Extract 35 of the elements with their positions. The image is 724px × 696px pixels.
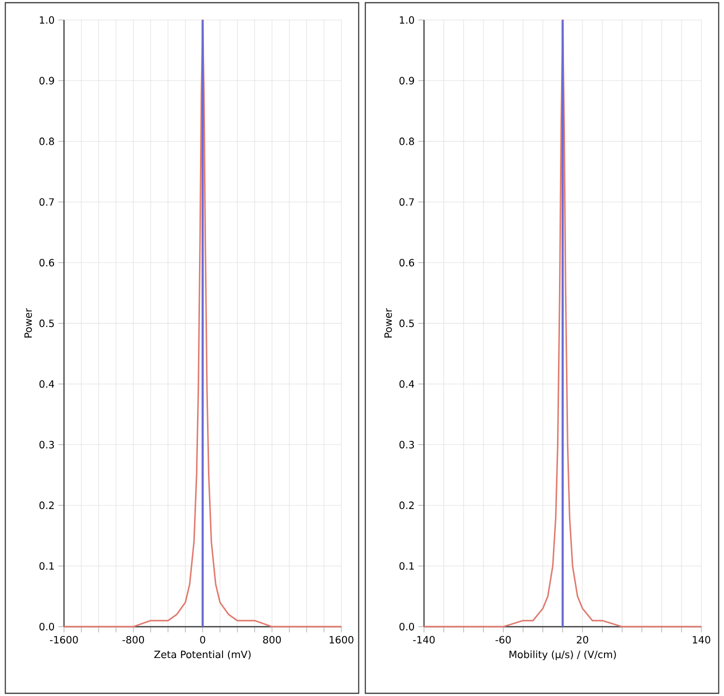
y-tick-label: 1.0 bbox=[400, 16, 414, 24]
y-tick-label: 0.4 bbox=[399, 380, 414, 388]
y-tick-label: 0.2 bbox=[39, 502, 54, 510]
y-tick-label: 0.2 bbox=[399, 502, 414, 510]
y-tick-label: 0.5 bbox=[399, 320, 414, 328]
y-tick-label: 1.0 bbox=[40, 16, 54, 24]
y-axis-title: Power bbox=[384, 308, 392, 338]
y-axis-title: Power bbox=[24, 308, 32, 338]
y-tick-label: 0.1 bbox=[399, 562, 414, 570]
y-tick-label: 0.0 bbox=[39, 622, 54, 630]
x-tick-label: 20 bbox=[576, 636, 588, 644]
x-tick-label: 800 bbox=[263, 636, 281, 644]
x-tick-label: 0 bbox=[200, 636, 206, 644]
x-tick-label: -800 bbox=[122, 636, 144, 644]
x-axis-title: Zeta Potential (mV) bbox=[154, 650, 251, 660]
x-tick-label: -1600 bbox=[50, 636, 78, 644]
y-tick-label: 0.6 bbox=[39, 258, 54, 266]
y-tick-label: 0.8 bbox=[39, 138, 54, 146]
y-tick-label: 0.1 bbox=[39, 562, 54, 570]
y-tick-label: 0.4 bbox=[39, 380, 54, 388]
y-tick-label: 0.7 bbox=[39, 198, 54, 206]
y-tick-label: 0.3 bbox=[39, 440, 54, 448]
y-tick-label: 0.9 bbox=[39, 76, 54, 84]
y-tick-label: 0.8 bbox=[399, 138, 414, 146]
y-tick-label: 0.0 bbox=[399, 622, 414, 630]
x-axis-title: Mobility (µ/s) / (V/cm) bbox=[510, 650, 616, 660]
x-tick-label: 140 bbox=[692, 636, 710, 644]
x-tick-label: -60 bbox=[496, 636, 511, 644]
y-tick-label: 0.9 bbox=[399, 76, 414, 84]
y-tick-label: 0.3 bbox=[399, 440, 414, 448]
x-tick-label: -140 bbox=[413, 636, 435, 644]
y-tick-label: 0.5 bbox=[39, 320, 54, 328]
y-tick-label: 0.7 bbox=[399, 198, 414, 206]
y-tick-label: 0.6 bbox=[399, 258, 414, 266]
x-tick-label: 1600 bbox=[330, 636, 354, 644]
